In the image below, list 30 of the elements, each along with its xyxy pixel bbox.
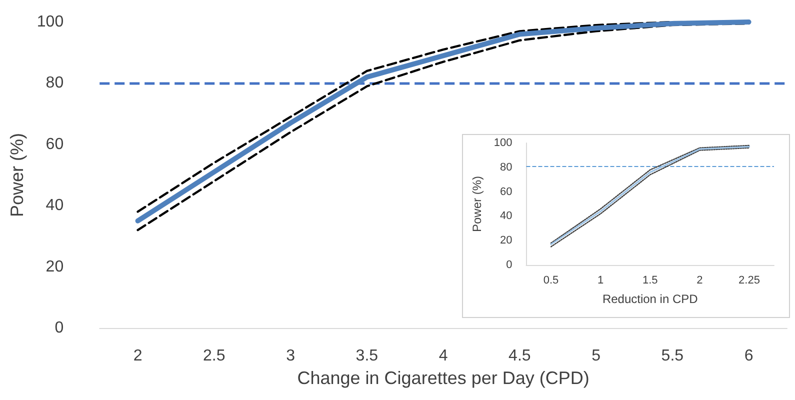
y-tick-label: 0 <box>54 320 64 336</box>
x-tick-label: 5.5 <box>661 348 684 364</box>
x-tick-label: 2 <box>696 274 703 286</box>
y-tick-label: 20 <box>46 258 64 276</box>
y-axis-title: Power (%) <box>470 176 484 232</box>
x-tick-label: 2 <box>133 348 142 364</box>
y-tick-label: 100 <box>494 137 512 149</box>
y-tick-label: 20 <box>500 234 512 247</box>
y-tick-label: 0 <box>506 259 512 271</box>
x-tick-label: 3 <box>286 348 296 364</box>
y-tick-label: 100 <box>36 14 64 30</box>
y-axis-title: Power (%) <box>7 132 27 218</box>
y-tick-label: 80 <box>46 74 64 92</box>
x-tick-label: 2.25 <box>738 274 760 286</box>
y-tick-label: 40 <box>500 210 512 222</box>
x-axis-title: Change in Cigarettes per Day (CPD) <box>297 368 590 388</box>
x-tick-label: 4.5 <box>508 348 531 364</box>
x-tick-label: 4 <box>438 348 448 364</box>
x-axis-title: Reduction in CPD <box>602 292 698 306</box>
x-tick-label: 1 <box>598 274 604 286</box>
y-tick-label: 40 <box>46 197 64 214</box>
x-tick-label: 6 <box>744 348 754 364</box>
y-tick-label: 60 <box>500 186 512 198</box>
x-tick-label: 1.5 <box>642 274 658 286</box>
y-tick-label: 60 <box>46 136 64 153</box>
y-tick-label: 80 <box>500 161 512 174</box>
x-tick-label: 3.5 <box>356 348 378 364</box>
x-tick-label: 5 <box>592 348 601 364</box>
x-tick-label: 0.5 <box>543 274 559 286</box>
x-tick-label: 2.5 <box>203 348 226 364</box>
